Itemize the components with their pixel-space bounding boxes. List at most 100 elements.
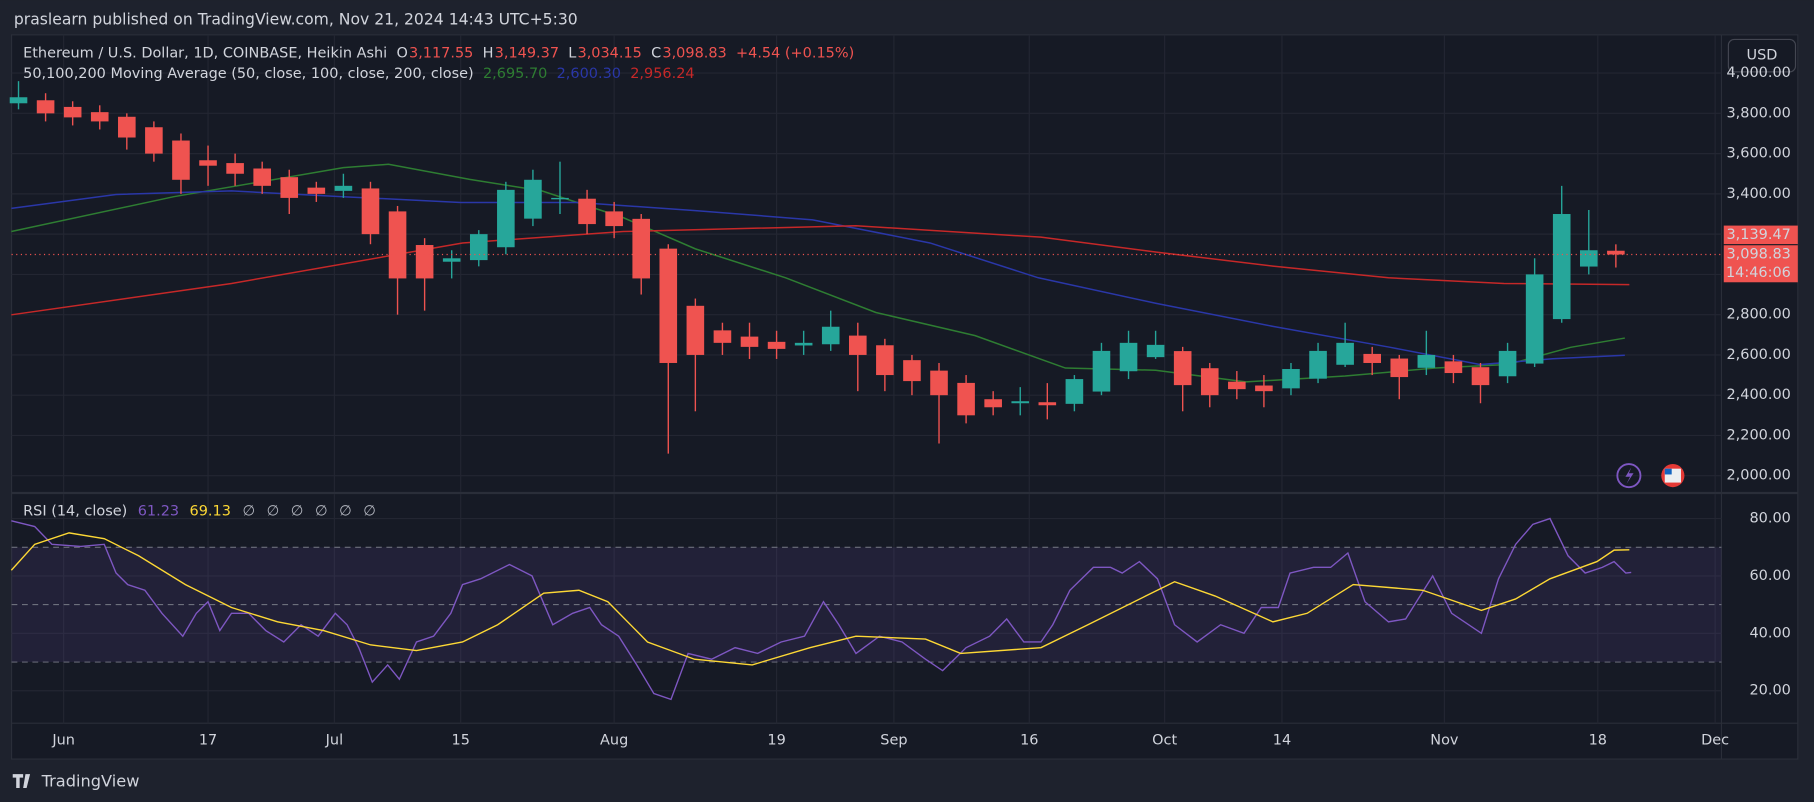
publisher-line: praslearn published on TradingView.com, … — [14, 10, 578, 28]
candle-body — [442, 258, 461, 262]
legend-row: Ethereum / U.S. Dollar, 1D, COINBASE, He… — [23, 45, 854, 61]
candle-body — [1146, 344, 1165, 358]
candle-body — [118, 116, 136, 138]
candle-body — [551, 197, 569, 200]
candle-body — [903, 360, 921, 382]
candle-body — [1228, 381, 1246, 390]
legend-item: L — [568, 45, 576, 61]
candle-body — [1255, 385, 1273, 392]
brand-logo[interactable] — [12, 774, 31, 788]
currency-label[interactable]: USD — [1746, 48, 1777, 64]
candle-body — [984, 399, 1002, 408]
candle-body — [145, 127, 163, 154]
candle-body — [307, 187, 326, 194]
candle-body — [1282, 369, 1300, 389]
legend-item: 69.13 — [190, 503, 231, 519]
candle-body — [226, 163, 244, 174]
price-tag — [1723, 225, 1798, 245]
candle-body — [497, 189, 515, 248]
x-tick-label: 14 — [1273, 733, 1291, 749]
brand-name[interactable]: TradingView — [41, 772, 140, 791]
moving-average — [11, 163, 1625, 383]
icon-bolt[interactable] — [1625, 467, 1634, 484]
currency-box[interactable] — [1727, 38, 1797, 73]
events-icon[interactable] — [1661, 464, 1685, 488]
y-tick-label: 2,600.00 — [1726, 347, 1790, 363]
candle-body — [713, 330, 732, 343]
legend: Ethereum / U.S. Dollar, 1D, COINBASE, He… — [23, 45, 854, 519]
brand[interactable]: TradingView — [12, 772, 140, 791]
candle-body — [1200, 368, 1219, 396]
legend-item: ∅ — [267, 503, 280, 519]
price-tag — [1723, 245, 1798, 283]
grid — [11, 34, 1722, 724]
candle-body — [1309, 350, 1327, 379]
x-tick-label: 16 — [1020, 733, 1038, 749]
candle-body — [1525, 274, 1544, 364]
candle-body — [1092, 350, 1111, 392]
candle-body — [524, 179, 542, 219]
candle-body — [1417, 354, 1436, 368]
candle-body — [740, 336, 759, 347]
legend-item: 2,600.30 — [557, 66, 621, 82]
legend-item: 2,956.24 — [630, 66, 694, 82]
y-tick-label: 2,400.00 — [1726, 387, 1790, 403]
candle-body — [361, 188, 380, 235]
currency-button[interactable]: USD — [1727, 38, 1797, 73]
candle-body — [199, 160, 217, 166]
y-tick-label: 2,800.00 — [1726, 307, 1790, 323]
legend-item: 2,695.70 — [483, 66, 547, 82]
legend-item: ∅ — [363, 503, 376, 519]
y-tick-label: 3,400.00 — [1726, 186, 1790, 202]
candle-body — [1607, 250, 1625, 255]
legend-item: +4.54 (+0.15%) — [736, 45, 854, 61]
candle-body — [686, 305, 705, 355]
legend-item: 3,098.83 — [662, 45, 726, 61]
legend-item: C — [651, 45, 661, 61]
legend-item: ∅ — [315, 503, 328, 519]
moving-average — [11, 224, 1630, 316]
candle-body — [1336, 342, 1354, 365]
candle-body — [1038, 402, 1057, 406]
plot — [9, 81, 1722, 701]
legend-row: RSI (14, close) 61.23 69.13 ∅ ∅ ∅ ∅ ∅ ∅ — [23, 503, 376, 519]
candle-body — [36, 100, 55, 114]
candle-body — [876, 345, 894, 376]
candle-body — [280, 177, 299, 198]
candle-body — [415, 245, 434, 279]
legend-item: 50,100,200 Moving Average (50, close, 10… — [23, 66, 474, 82]
candle-body — [1471, 367, 1490, 386]
candle-body — [1552, 214, 1571, 320]
y-tick-label: 3,800.00 — [1726, 105, 1790, 121]
x-tick-label: Oct — [1152, 733, 1177, 749]
legend-item: 3,034.15 — [578, 45, 642, 61]
legend-item: O — [396, 45, 407, 61]
rsi-line — [10, 532, 1630, 666]
icon-ring[interactable] — [1616, 463, 1642, 489]
x-tick-label: Dec — [1701, 733, 1729, 749]
candle-body — [930, 370, 948, 396]
legend-item: ∅ — [242, 503, 255, 519]
x-tick-label: Jun — [51, 733, 75, 749]
candle-body — [794, 342, 813, 346]
price-tag-label: 3,139.47 — [1726, 227, 1790, 243]
icon-flag-canton[interactable] — [1664, 468, 1672, 475]
candle-body — [1579, 250, 1598, 267]
candle-body — [767, 341, 786, 349]
flash-icon[interactable] — [1616, 463, 1642, 489]
rsi-tick-label: 60.00 — [1749, 568, 1790, 584]
candle-body — [1011, 401, 1030, 404]
candle-body — [605, 211, 623, 227]
x-tick-label: 19 — [767, 733, 785, 749]
rsi-tick-label: 80.00 — [1749, 511, 1790, 527]
legend-item: Ethereum / U.S. Dollar, 1D, COINBASE, He… — [23, 45, 387, 61]
legend-item: 61.23 — [138, 503, 179, 519]
legend-item: ∅ — [291, 503, 304, 519]
legend-item: 3,149.37 — [495, 45, 559, 61]
y-tick-label: 4,000.00 — [1726, 65, 1790, 81]
candle-body — [1363, 353, 1381, 363]
x-tick-label: Sep — [880, 733, 907, 749]
y-tick-label: 2,200.00 — [1726, 427, 1790, 443]
candle-body — [659, 248, 678, 363]
